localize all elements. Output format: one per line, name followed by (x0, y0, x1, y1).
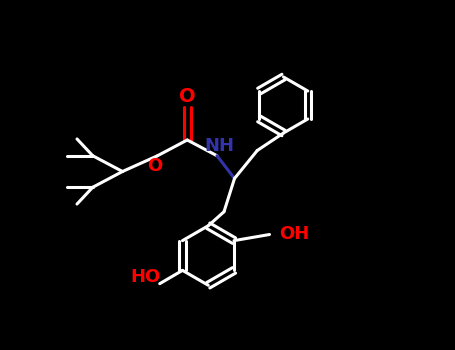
Text: HO: HO (131, 267, 161, 286)
Text: OH: OH (279, 225, 309, 243)
Text: O: O (179, 87, 196, 106)
Text: NH: NH (205, 137, 235, 155)
Text: O: O (147, 156, 162, 175)
